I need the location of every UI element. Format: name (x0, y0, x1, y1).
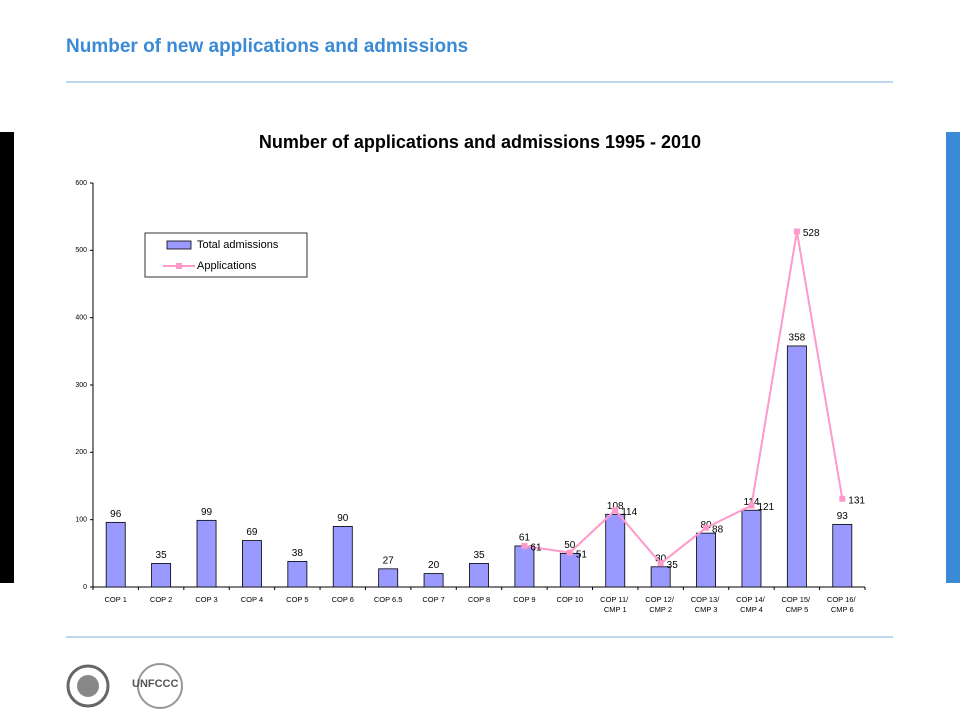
bar (196, 519, 217, 588)
line-marker (793, 228, 800, 235)
bar (650, 566, 671, 588)
x-tick-label: COP 16/ CMP 6 (827, 595, 858, 614)
bar-value-label: 20 (428, 560, 440, 571)
line-marker (612, 507, 619, 514)
x-tick-label: COP 5 (286, 595, 308, 604)
x-tick-label: COP 9 (513, 595, 535, 604)
x-tick-label: COP 1 (105, 595, 127, 604)
x-tick-label: COP 11/ CMP 1 (600, 595, 630, 614)
y-tick-label: 600 (75, 180, 87, 187)
x-tick-label: COP 14/ CMP 4 (736, 595, 767, 614)
line-marker (521, 542, 528, 549)
y-tick-label: 100 (75, 517, 87, 524)
side-bar (0, 132, 14, 583)
bar-value-label: 35 (473, 550, 485, 561)
legend-swatch (166, 240, 192, 250)
bar (332, 526, 353, 588)
bar-value-label: 96 (110, 509, 122, 520)
y-tick-label: 500 (75, 247, 87, 254)
bar (242, 540, 262, 588)
x-tick-label: COP 4 (241, 595, 263, 604)
bar-value-label: 27 (383, 555, 395, 566)
bar-value-label: 69 (246, 527, 258, 538)
line (524, 231, 844, 565)
un-logo (66, 664, 110, 708)
bar-value-label: 35 (156, 550, 168, 561)
bar-value-label: 61 (519, 533, 531, 544)
y-tick-label: 200 (75, 449, 87, 456)
bar-value-label: 38 (292, 548, 304, 559)
x-tick-label: COP 15/ CMP 5 (782, 595, 813, 614)
line-marker (748, 502, 755, 509)
line-marker (566, 549, 573, 556)
y-tick-label: 400 (75, 315, 87, 322)
y-tick-label: 300 (75, 382, 87, 389)
bar (469, 563, 489, 588)
bar (696, 532, 716, 588)
legend-label: Applications (197, 260, 257, 272)
line-value-label: 121 (757, 502, 774, 513)
bar (287, 561, 308, 588)
line-value-label: 528 (803, 228, 820, 239)
x-tick-label: COP 3 (195, 595, 217, 604)
chart-title: Number of applications and admissions 19… (259, 132, 701, 152)
x-tick-label: COP 12/ CMP 2 (645, 595, 676, 614)
legend-label: Total admissions (197, 239, 279, 251)
bar-value-label: 99 (201, 507, 213, 518)
logo-text: UNFCCC (132, 678, 178, 690)
x-tick-label: COP 10 (557, 595, 584, 604)
x-tick-label: COP 2 (150, 595, 172, 604)
bar (786, 345, 807, 588)
bar-value-label: 108 (607, 501, 624, 512)
bar (105, 521, 126, 588)
bar-value-label: 358 (789, 333, 806, 344)
bar-value-label: 50 (564, 540, 576, 551)
legend-swatch (176, 263, 182, 269)
bar (832, 523, 853, 588)
y-tick-label: 0 (83, 584, 87, 591)
bar-value-label: 93 (837, 511, 849, 522)
legend-box (144, 232, 308, 278)
bar-value-label: 90 (337, 513, 349, 524)
x-tick-label: COP 6.5 (374, 595, 403, 604)
line-value-label: 114 (621, 507, 637, 518)
bar (378, 568, 399, 588)
bar (605, 513, 626, 588)
line-marker (839, 495, 846, 502)
x-tick-label: COP 8 (468, 595, 490, 604)
line-value-label: 88 (712, 524, 724, 535)
side-bar (946, 132, 960, 583)
slide-heading: Number of new applications and admission… (66, 36, 468, 57)
x-tick-label: COP 13/ CMP 3 (691, 595, 722, 614)
line-value-label: 131 (848, 495, 865, 506)
bar (151, 563, 172, 588)
bar-value-label: 30 (655, 553, 667, 564)
line-value-label: 51 (576, 549, 588, 560)
bar (741, 509, 762, 588)
line-marker (703, 524, 710, 531)
bar (423, 573, 444, 588)
line-value-label: 35 (667, 560, 679, 571)
x-tick-label: COP 7 (422, 595, 444, 604)
line-value-label: 61 (530, 543, 542, 554)
line-marker (657, 560, 664, 567)
unfccc-logo: UNFCCC (132, 663, 183, 709)
x-tick-label: COP 6 (332, 595, 354, 604)
